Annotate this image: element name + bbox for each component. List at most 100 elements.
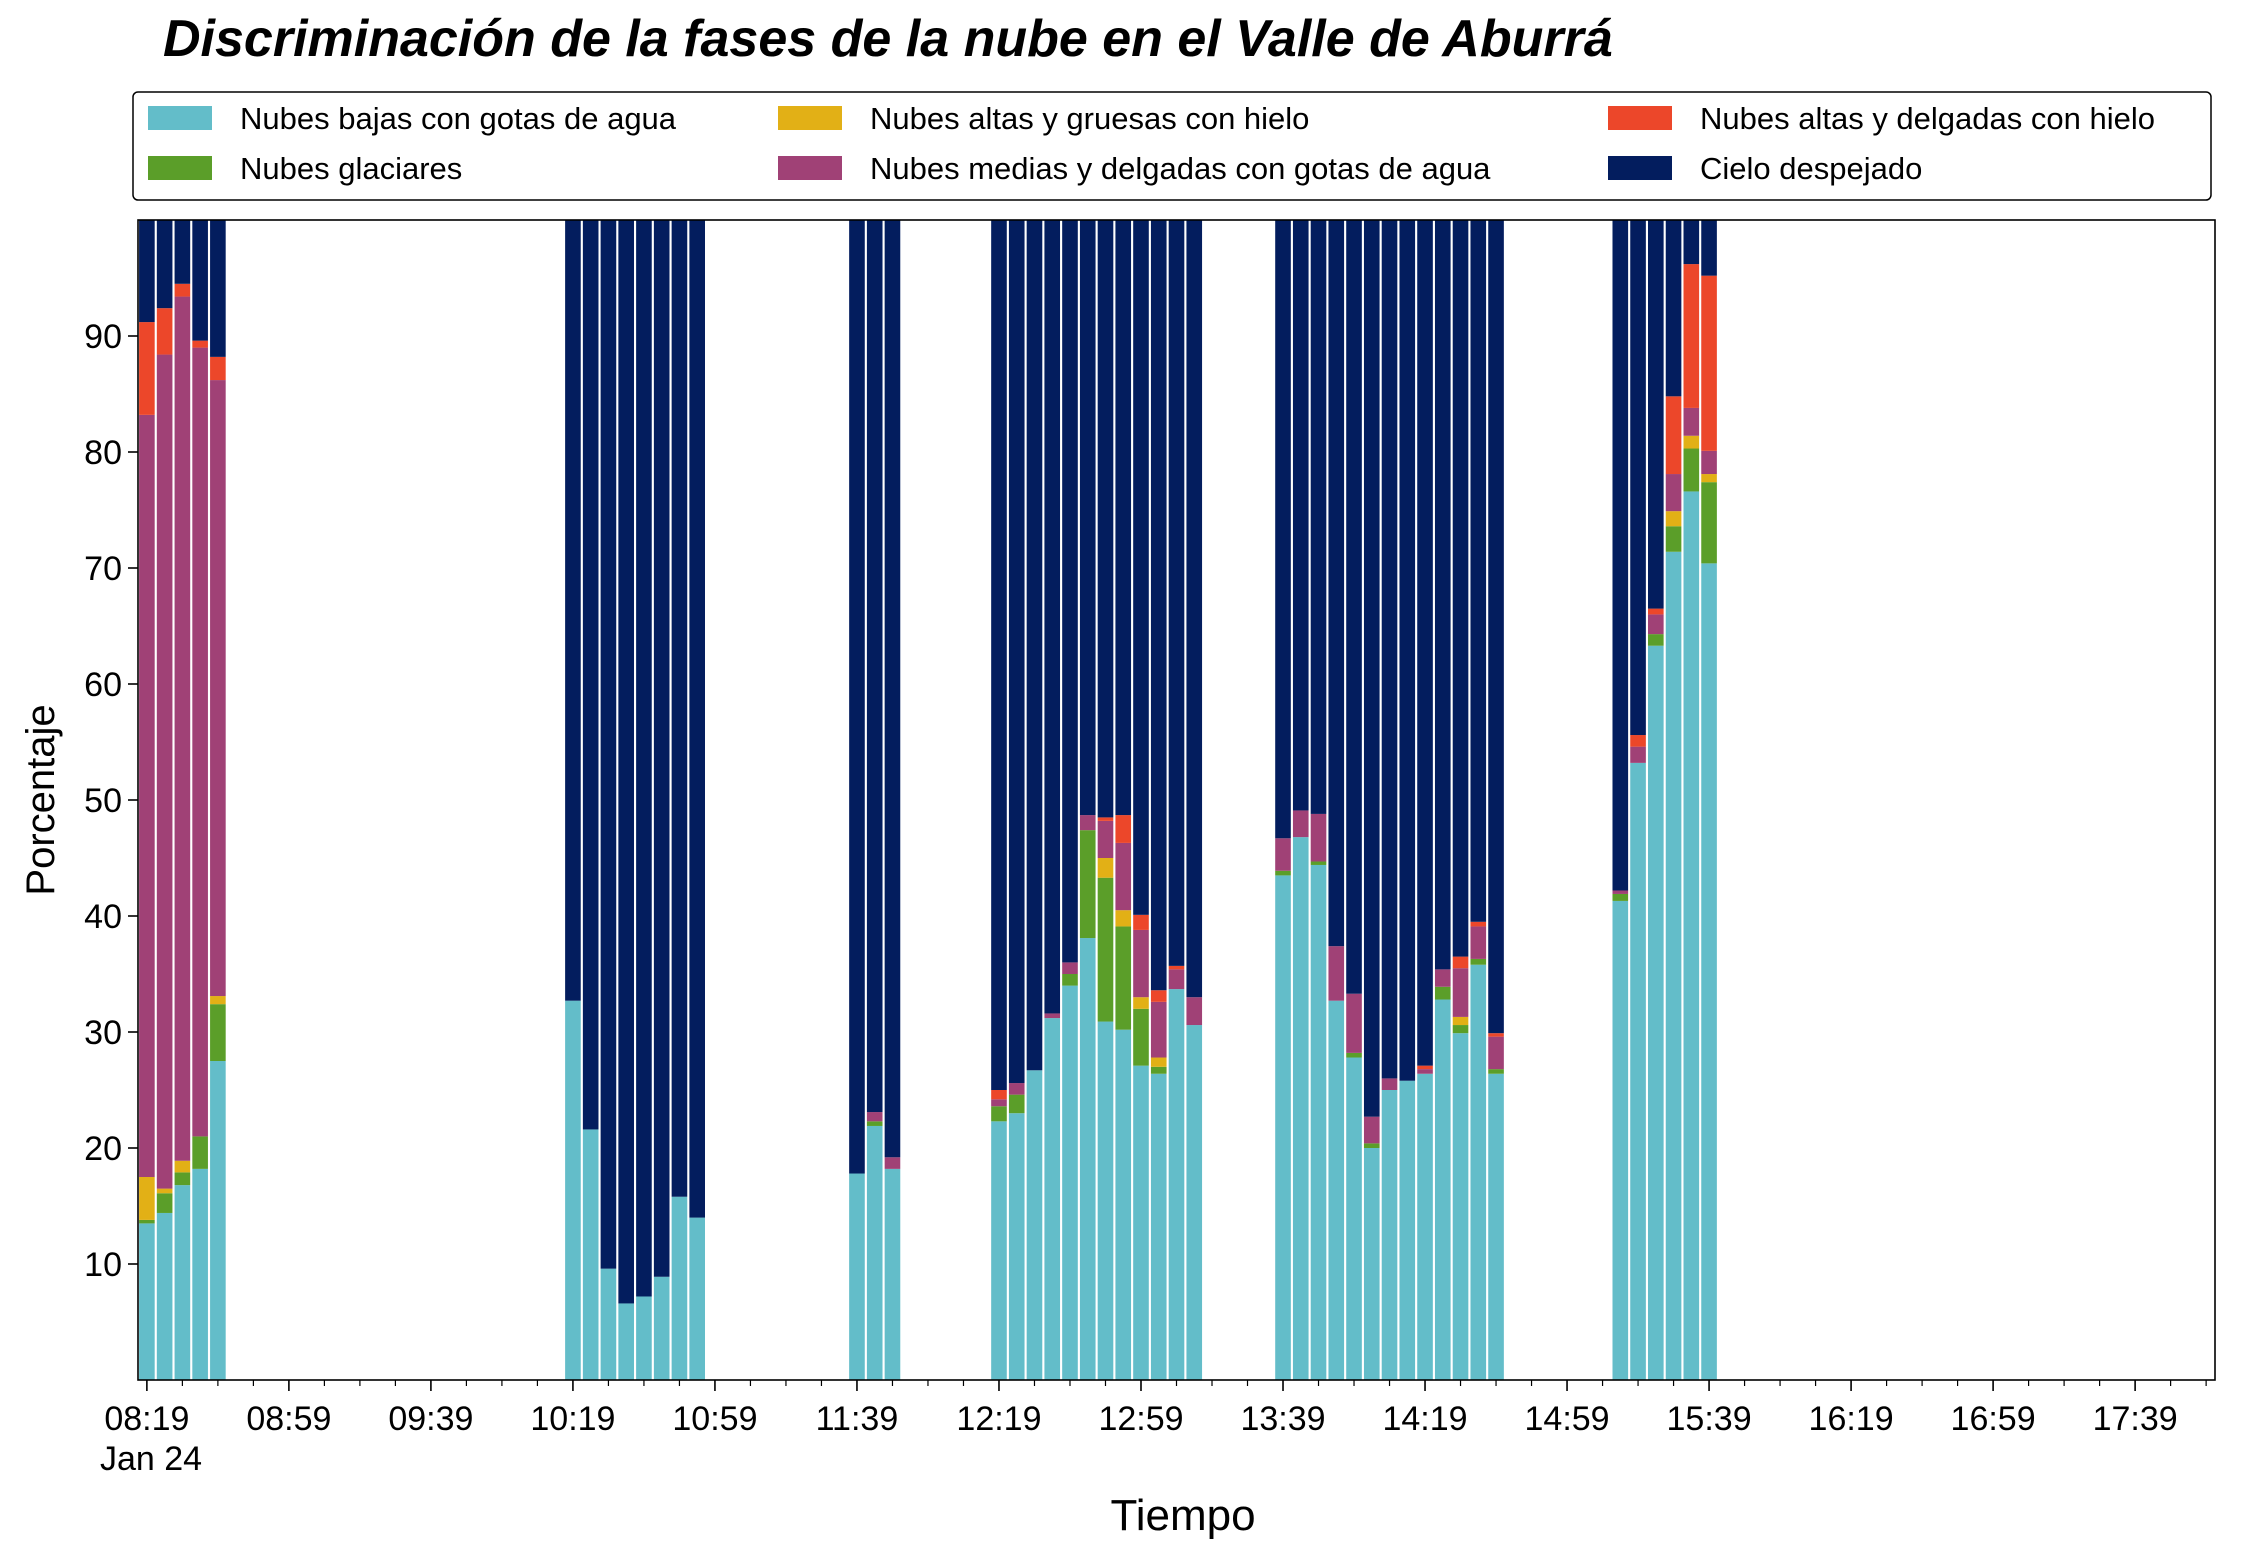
bar-segment (1168, 965, 1185, 970)
bar-segment (1292, 810, 1309, 838)
bar-segment (1097, 220, 1114, 818)
x-tick-label: 08:59 (246, 1400, 331, 1438)
bar-segment (1648, 608, 1664, 615)
y-tick-label: 70 (84, 550, 122, 588)
bar-segment (565, 1000, 581, 1380)
bar-segment (1062, 985, 1078, 1380)
bar-segment (1115, 910, 1132, 927)
bar-segment (192, 347, 208, 1137)
bar-segment (1097, 820, 1114, 858)
bar-segment (1328, 1000, 1345, 1380)
stacked-bar (1133, 220, 1149, 1380)
bar-segment (1186, 220, 1203, 998)
bar-segment (1665, 220, 1682, 397)
y-tick-label: 50 (84, 782, 122, 820)
stacked-bar (1168, 220, 1185, 1380)
bar-segment (210, 1004, 226, 1061)
bar-segment (1275, 875, 1291, 1380)
bar-segment (1115, 842, 1132, 911)
stacked-bar (139, 220, 155, 1380)
bar-segment (1452, 220, 1469, 957)
bar-segment (1133, 1065, 1149, 1380)
bar-segment (991, 220, 1007, 1090)
stacked-bar (1310, 220, 1327, 1380)
legend-swatch (778, 156, 842, 180)
bar-segment (1665, 511, 1682, 527)
stacked-bar (1292, 220, 1309, 1380)
x-tick-label: 12:19 (956, 1400, 1041, 1438)
stacked-bar (1026, 220, 1043, 1380)
stacked-bar (156, 220, 173, 1380)
bar-segment (671, 220, 688, 1197)
stacked-bar (849, 220, 865, 1380)
bar-segment (1310, 864, 1327, 1380)
bar-segment (1292, 837, 1309, 1380)
bar-segment (618, 220, 634, 1304)
bar-segment (1008, 220, 1025, 1084)
bar-segment (600, 220, 617, 1269)
stacked-bar (1665, 220, 1682, 1380)
bar-segment (156, 308, 173, 355)
stacked-bar (1630, 220, 1646, 1380)
bar-segment (1612, 220, 1629, 891)
legend: Nubes bajas con gotas de agua Nubes glaci… (132, 91, 2212, 201)
stacked-bar (1150, 220, 1167, 1380)
bar-segment (1150, 1001, 1167, 1058)
stacked-bar (1470, 220, 1487, 1380)
bar-segment (1363, 1143, 1380, 1148)
bar-segment (1488, 1069, 1504, 1074)
bar-segment (1150, 1057, 1167, 1067)
bar-segment (1452, 968, 1469, 1017)
legend-label: Nubes medias y delgadas con gotas de agu… (870, 151, 1491, 186)
bar-segment (1275, 220, 1291, 839)
x-tick-label: 09:39 (388, 1400, 473, 1438)
stacked-bar (1186, 220, 1203, 1380)
bar-segment (1310, 861, 1327, 865)
bar-segment (1417, 1073, 1433, 1380)
bar-segment (1186, 1025, 1203, 1380)
y-tick-label: 10 (84, 1246, 122, 1284)
legend-label: Nubes altas y gruesas con hielo (870, 101, 1309, 136)
bar-segment (689, 220, 705, 1218)
bar-segment (1683, 407, 1700, 436)
stacked-bar (866, 220, 883, 1380)
bar-segment (1381, 1078, 1398, 1090)
bar-segment (1488, 1073, 1504, 1380)
bar-segment (1328, 946, 1345, 1001)
y-tick-label: 90 (84, 318, 122, 356)
x-axis: 08:19 08:59 09:39 10:19 10:59 11:39 12:19 12:59… (104, 1380, 2207, 1438)
x-tick-label: 17:39 (2093, 1400, 2178, 1438)
y-axis-label: Porcentaje (19, 704, 63, 895)
bar-segment (849, 1173, 865, 1380)
stacked-bar (991, 220, 1007, 1380)
x-tick-sublabel: Jan 24 (100, 1440, 202, 1478)
bar-segment (1417, 1065, 1433, 1070)
bar-segment (1381, 220, 1398, 1079)
bar-segment (1452, 1033, 1469, 1380)
bar-segment (1665, 474, 1682, 512)
bar-segment (1044, 220, 1061, 1014)
bar-segment (192, 220, 208, 341)
bar-segment (1363, 220, 1380, 1117)
bar-segment (1683, 448, 1700, 492)
bar-segment (139, 1219, 155, 1224)
bar-segment (1452, 1016, 1469, 1026)
bar-segment (1186, 997, 1203, 1026)
bar-segment (1008, 1094, 1025, 1114)
bar-segment (1683, 491, 1700, 1380)
stacked-bar (1363, 220, 1380, 1380)
bar-segment (1648, 634, 1664, 646)
bar-segment (1115, 220, 1132, 816)
stacked-bar (174, 220, 191, 1380)
bar-segment (1168, 989, 1185, 1380)
bar-segment (1346, 1052, 1362, 1058)
x-tick-label: 08:19 (104, 1400, 189, 1438)
stacked-bar (1275, 220, 1291, 1380)
bar-segment (866, 1125, 883, 1380)
bar-segment (1363, 1148, 1380, 1380)
bar-segment (1310, 220, 1327, 814)
legend-entry: Nubes glaciares (148, 151, 462, 186)
bar-segment (582, 220, 599, 1130)
bar-segment (636, 1296, 652, 1380)
